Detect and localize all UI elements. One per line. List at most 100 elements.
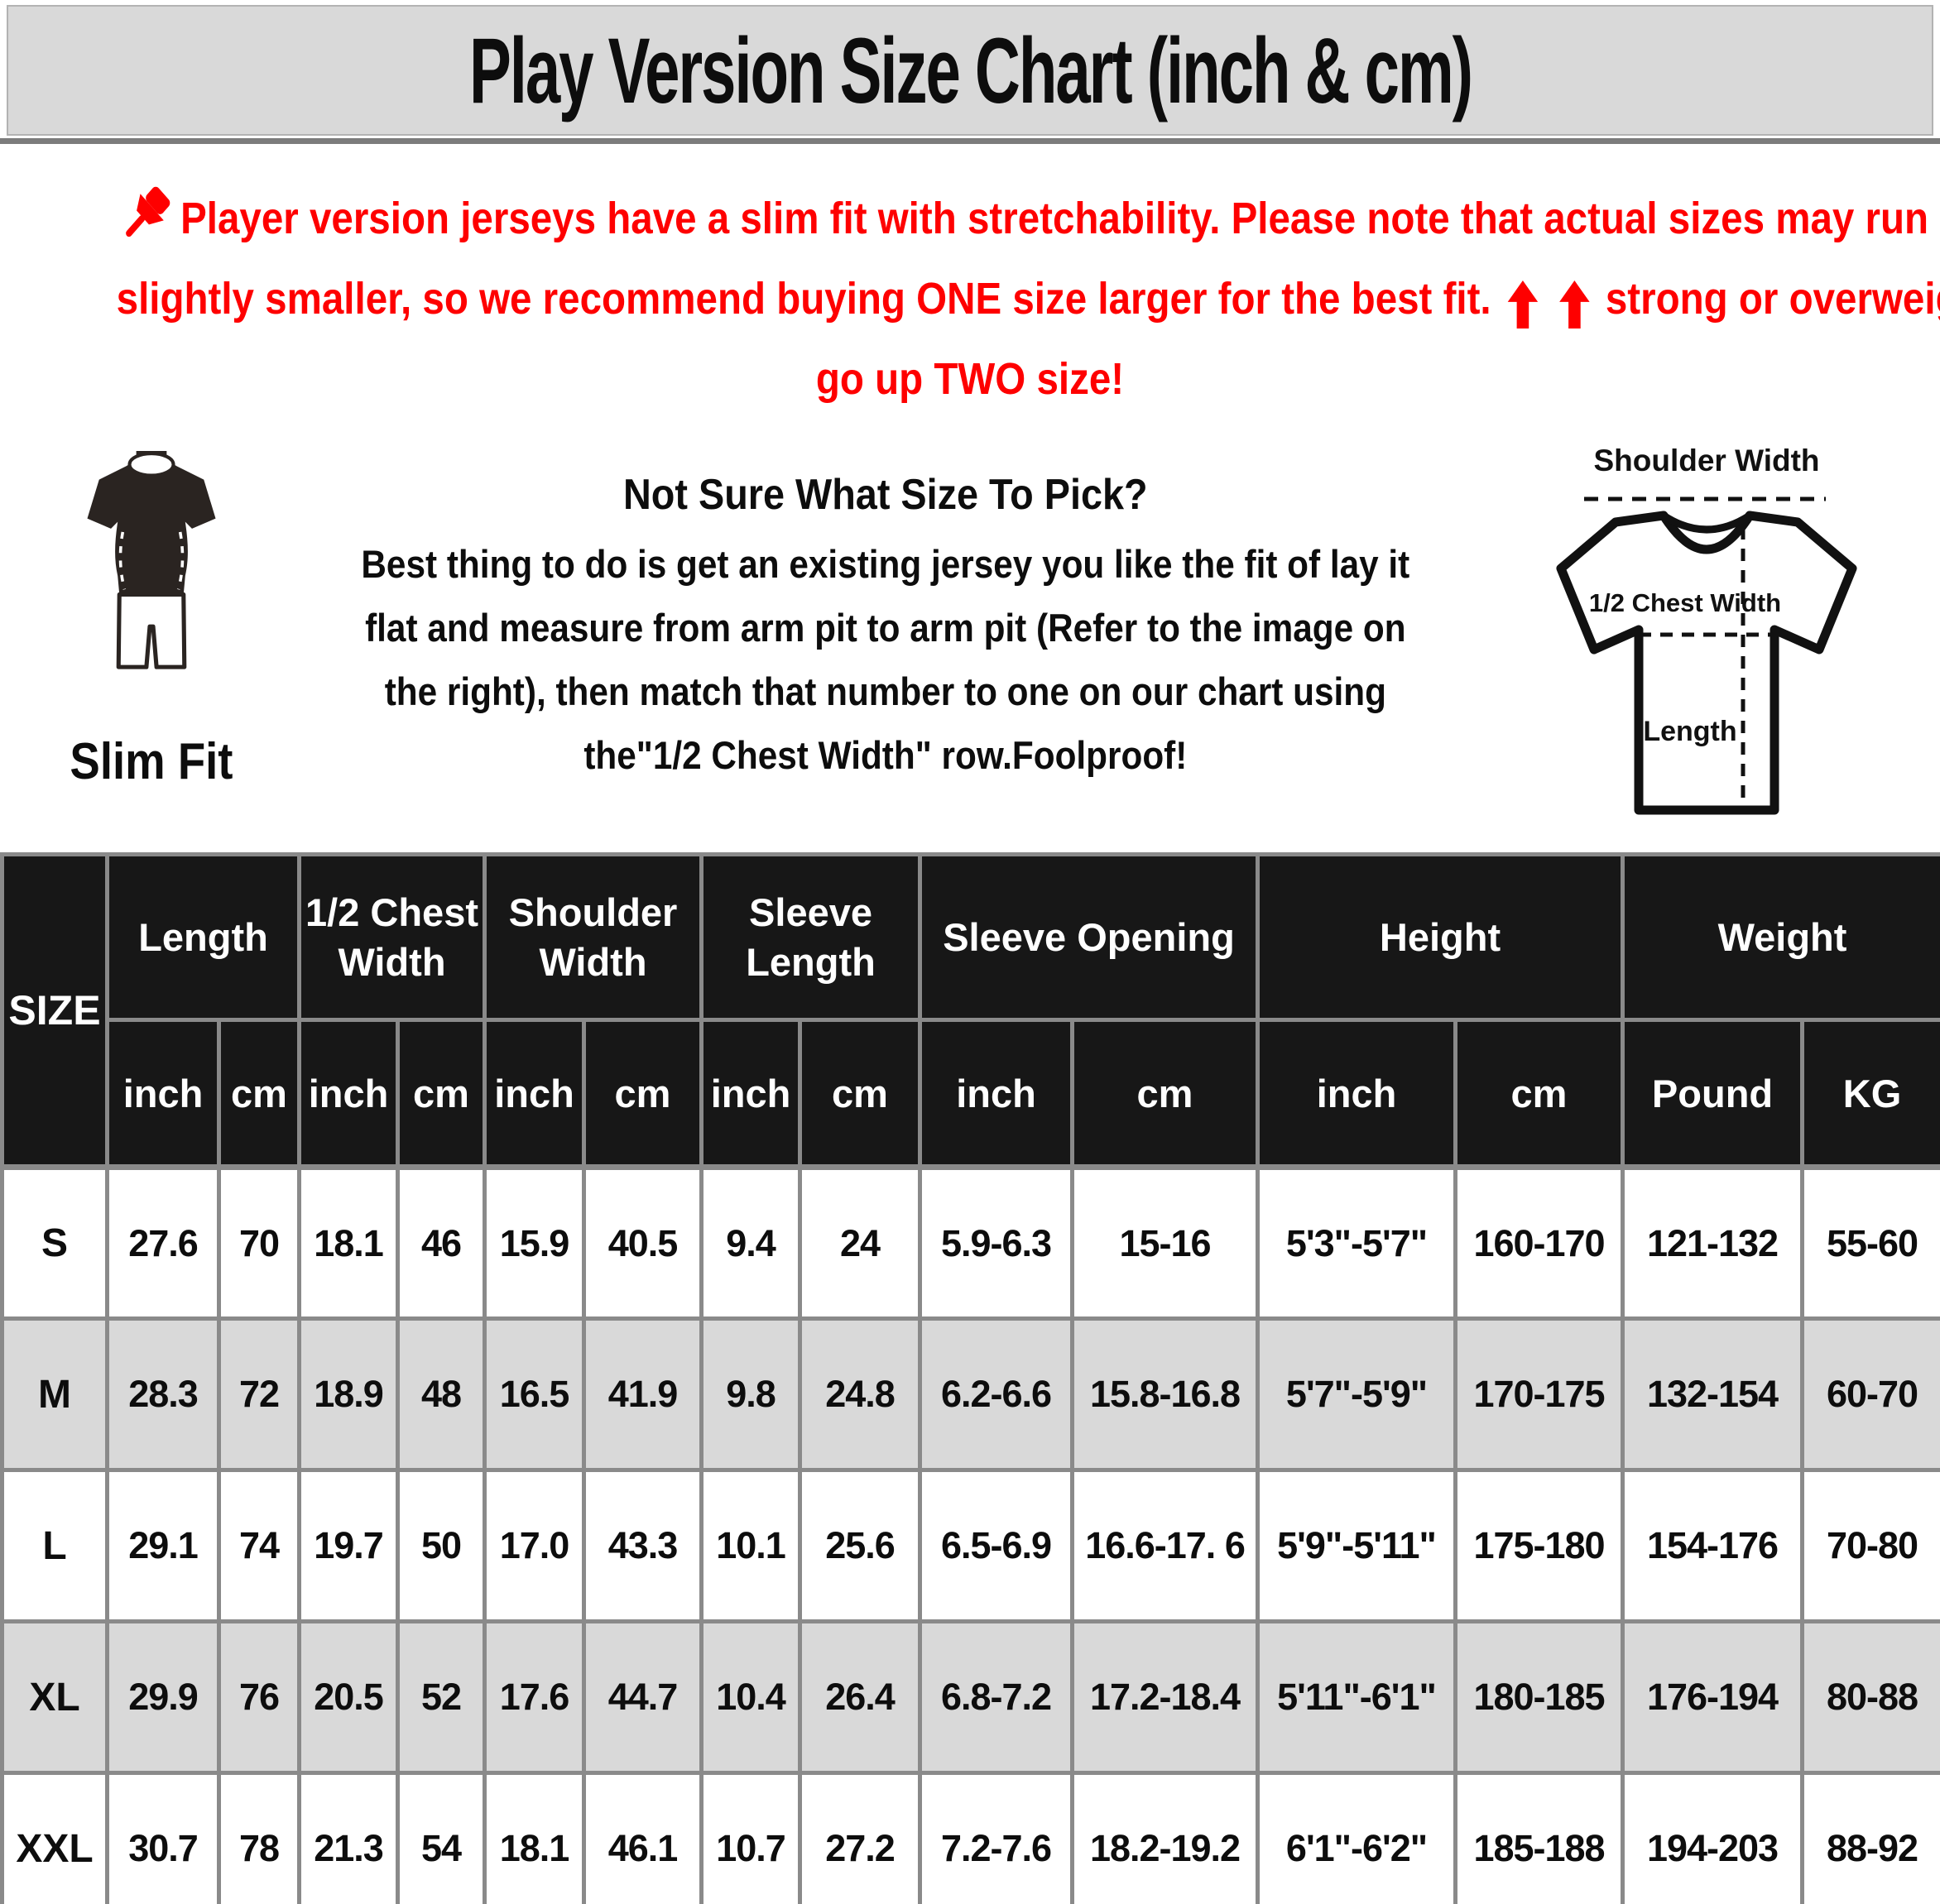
column-header-sleeve-length: Sleeve Length: [699, 852, 923, 1022]
unit-header: inch: [105, 1018, 221, 1169]
value-cell: 175-180: [1453, 1468, 1625, 1623]
value-cell: 50: [396, 1468, 487, 1623]
table-row-l: L 29.1 74 19.7 50 17.0 43.3 10.1 25.6 6.…: [0, 1468, 1940, 1623]
value-cell: 15-16: [1070, 1165, 1261, 1321]
table-unit-header-row: inch cm inch cm inch cm inch cm inch cm …: [2, 1018, 1940, 1169]
unit-header: KG: [1800, 1018, 1940, 1169]
value-cell: 154-176: [1621, 1468, 1805, 1623]
value-cell: 78: [216, 1771, 302, 1904]
measurement-diagram: Shoulder Width 1/2 Chest Width Length: [1468, 431, 1940, 836]
value-cell: 41.9: [582, 1316, 704, 1472]
unit-header: cm: [1453, 1018, 1625, 1169]
column-header-size: SIZE: [0, 852, 109, 1169]
table-row-xl: XL 29.9 76 20.5 52 17.6 44.7 10.4 26.4 6…: [0, 1619, 1940, 1775]
table-row-m: M 28.3 72 18.9 48 16.5 41.9 9.8 24.8 6.2…: [0, 1316, 1940, 1472]
size-guide-heading: Not Sure What Size To Pick?: [623, 471, 1148, 519]
value-cell: 132-154: [1621, 1316, 1805, 1472]
up-arrow-icon: [1558, 280, 1590, 329]
value-cell: 19.7: [297, 1468, 401, 1623]
value-cell: 16.6-17. 6: [1070, 1468, 1261, 1623]
value-cell: 24: [798, 1165, 923, 1321]
size-cell: XXL: [0, 1771, 109, 1904]
value-cell: 9.8: [699, 1316, 803, 1472]
value-cell: 121-132: [1621, 1165, 1805, 1321]
value-cell: 6.2-6.6: [918, 1316, 1075, 1472]
tshirt-outline: [1556, 511, 1857, 815]
unit-header: inch: [699, 1018, 803, 1169]
size-cell: L: [0, 1468, 109, 1623]
value-cell: 160-170: [1453, 1165, 1625, 1321]
size-guide-text: Not Sure What Size To Pick? Best thing t…: [303, 431, 1468, 787]
value-cell: 30.7: [105, 1771, 221, 1904]
value-cell: 6.5-6.9: [918, 1468, 1075, 1623]
value-cell: 18.9: [297, 1316, 401, 1472]
table-row-xxl: XXL 30.7 78 21.3 54 18.1 46.1 10.7 27.2 …: [0, 1771, 1940, 1904]
column-header-shoulder-width: Shoulder Width: [483, 852, 704, 1022]
value-cell: 74: [216, 1468, 302, 1623]
size-cell: M: [0, 1316, 109, 1472]
unit-header: cm: [1070, 1018, 1261, 1169]
value-cell: 46: [396, 1165, 487, 1321]
value-cell: 194-203: [1621, 1771, 1805, 1904]
value-cell: 16.5: [483, 1316, 587, 1472]
value-cell: 80-88: [1800, 1619, 1940, 1775]
size-guide-line: flat and measure from arm pit to arm pit…: [365, 606, 1406, 650]
unit-header: Pound: [1621, 1018, 1805, 1169]
unit-header: cm: [396, 1018, 487, 1169]
value-cell: 6'1"-6'2": [1256, 1771, 1458, 1904]
value-cell: 88-92: [1800, 1771, 1940, 1904]
chest-width-label: 1/2 Chest Width: [1589, 588, 1781, 617]
value-cell: 18.1: [297, 1165, 401, 1321]
value-cell: 5'9"-5'11": [1256, 1468, 1458, 1623]
value-cell: 9.4: [699, 1165, 803, 1321]
warning-text-2a: slightly smaller, so we recommend buying…: [116, 274, 1491, 324]
warning-note: Player version jerseys have a slim fit w…: [0, 144, 1940, 420]
value-cell: 15.9: [483, 1165, 587, 1321]
value-cell: 26.4: [798, 1619, 923, 1775]
value-cell: 29.9: [105, 1619, 221, 1775]
value-cell: 15.8-16.8: [1070, 1316, 1261, 1472]
slim-fit-label: Slim Fit: [70, 733, 233, 790]
value-cell: 20.5: [297, 1619, 401, 1775]
column-header-chest-width: 1/2 Chest Width: [297, 852, 487, 1022]
value-cell: 27.6: [105, 1165, 221, 1321]
page-title: Play Version Size Chart (inch & cm): [468, 18, 1472, 122]
value-cell: 72: [216, 1316, 302, 1472]
middle-section: Slim Fit Not Sure What Size To Pick? Bes…: [0, 431, 1940, 836]
value-cell: 55-60: [1800, 1165, 1940, 1321]
column-header-weight: Weight: [1621, 852, 1940, 1022]
value-cell: 43.3: [582, 1468, 704, 1623]
value-cell: 5.9-6.3: [918, 1165, 1075, 1321]
warning-text-3: go up TWO size!: [815, 354, 1125, 404]
value-cell: 7.2-7.6: [918, 1771, 1075, 1904]
warning-line-1: Player version jerseys have a slim fit w…: [117, 179, 1928, 259]
size-cell: S: [0, 1165, 109, 1321]
unit-header: inch: [483, 1018, 587, 1169]
column-header-sleeve-opening: Sleeve Opening: [918, 852, 1261, 1022]
value-cell: 5'3"-5'7": [1256, 1165, 1458, 1321]
unit-header: inch: [918, 1018, 1075, 1169]
warning-line-3: go up TWO size!: [117, 339, 1824, 420]
value-cell: 25.6: [798, 1468, 923, 1623]
value-cell: 48: [396, 1316, 487, 1472]
value-cell: 29.1: [105, 1468, 221, 1623]
value-cell: 10.7: [699, 1771, 803, 1904]
warning-text-1: Player version jerseys have a slim fit w…: [180, 194, 1929, 243]
unit-header: cm: [582, 1018, 704, 1169]
slim-fit-section: Slim Fit: [0, 431, 303, 791]
size-table: SIZE Length 1/2 Chest Width Shoulder Wid…: [0, 852, 1940, 1904]
value-cell: 70: [216, 1165, 302, 1321]
value-cell: 44.7: [582, 1619, 704, 1775]
tshirt-measurement-diagram: Shoulder Width 1/2 Chest Width Length: [1556, 444, 1857, 815]
collar-line: [1661, 512, 1752, 534]
title-bar: Play Version Size Chart (inch & cm): [7, 5, 1933, 136]
column-header-height: Height: [1256, 852, 1625, 1022]
value-cell: 21.3: [297, 1771, 401, 1904]
shoulder-width-label: Shoulder Width: [1593, 444, 1819, 477]
value-cell: 46.1: [582, 1771, 704, 1904]
value-cell: 60-70: [1800, 1316, 1940, 1472]
value-cell: 76: [216, 1619, 302, 1775]
value-cell: 24.8: [798, 1316, 923, 1472]
value-cell: 18.2-19.2: [1070, 1771, 1261, 1904]
